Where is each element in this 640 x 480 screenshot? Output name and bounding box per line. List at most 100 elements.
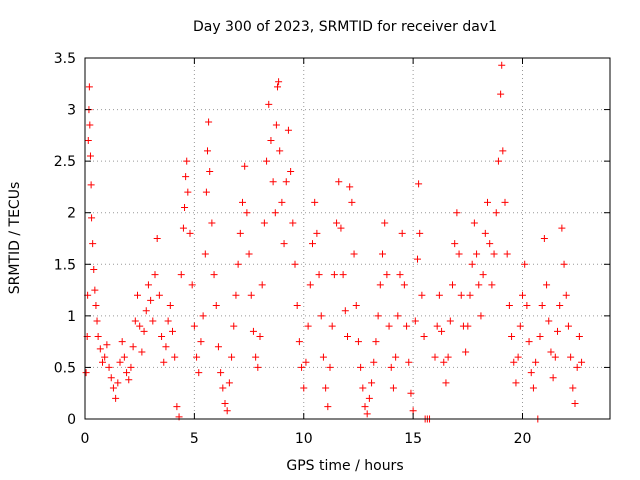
data-point xyxy=(523,302,531,310)
data-point xyxy=(225,379,233,387)
data-point xyxy=(181,204,189,212)
data-point xyxy=(138,348,146,356)
data-point xyxy=(217,369,225,377)
data-point xyxy=(85,83,93,91)
data-point xyxy=(337,224,345,232)
data-point xyxy=(282,178,290,186)
data-point xyxy=(247,291,255,299)
data-point xyxy=(183,157,191,165)
data-point xyxy=(293,302,301,310)
data-point xyxy=(256,332,264,340)
data-point xyxy=(368,379,376,387)
data-point xyxy=(300,384,308,392)
data-point xyxy=(91,286,99,294)
data-point xyxy=(322,384,330,392)
data-point xyxy=(210,271,218,279)
data-point xyxy=(271,209,279,217)
data-point xyxy=(88,214,96,222)
data-point xyxy=(527,369,535,377)
data-point xyxy=(394,312,402,320)
data-point xyxy=(440,358,448,366)
data-point xyxy=(208,219,216,227)
data-point xyxy=(416,229,424,237)
data-point xyxy=(357,363,365,371)
data-point xyxy=(477,312,485,320)
data-point xyxy=(519,291,526,299)
data-point xyxy=(387,363,395,371)
data-point xyxy=(488,281,496,289)
data-point xyxy=(486,240,494,248)
data-point xyxy=(501,198,509,206)
data-point xyxy=(324,403,332,411)
y-tick-label: 0 xyxy=(67,412,76,428)
data-point xyxy=(464,322,472,330)
data-point xyxy=(521,260,529,268)
data-point xyxy=(315,271,323,279)
data-point xyxy=(433,322,441,330)
data-point xyxy=(306,281,314,289)
data-point xyxy=(245,250,253,258)
data-point xyxy=(267,137,275,145)
data-point xyxy=(398,229,406,237)
data-point xyxy=(451,240,459,248)
data-point xyxy=(230,322,238,330)
data-point xyxy=(569,384,577,392)
data-point xyxy=(276,147,284,155)
data-point xyxy=(195,369,203,377)
data-point xyxy=(311,198,319,206)
data-point xyxy=(263,157,271,165)
data-point xyxy=(84,137,92,145)
data-point xyxy=(532,358,540,366)
data-point xyxy=(118,338,126,346)
data-point xyxy=(442,379,450,387)
data-point xyxy=(558,224,566,232)
data-point xyxy=(96,345,104,353)
data-point xyxy=(109,384,117,392)
data-point xyxy=(120,353,128,361)
data-point xyxy=(99,358,106,366)
data-point xyxy=(435,291,443,299)
data-point xyxy=(575,332,583,340)
data-point xyxy=(379,250,386,258)
data-point xyxy=(381,219,389,227)
data-point xyxy=(241,162,249,170)
data-point xyxy=(284,126,292,134)
data-point xyxy=(525,338,533,346)
data-point xyxy=(562,291,570,299)
data-point xyxy=(136,322,144,330)
data-point xyxy=(184,188,192,196)
data-point xyxy=(363,410,371,418)
data-point xyxy=(361,403,369,411)
data-point xyxy=(90,265,98,273)
data-point xyxy=(529,384,537,392)
data-point xyxy=(280,240,288,248)
data-point xyxy=(82,369,90,377)
data-point xyxy=(142,307,150,315)
data-point xyxy=(376,281,384,289)
data-point xyxy=(107,374,115,382)
data-point xyxy=(105,363,113,371)
data-point xyxy=(204,147,211,155)
data-point xyxy=(243,209,251,217)
data-point xyxy=(177,271,185,279)
chart-title: Day 300 of 2023, SRMTID for receiver dav… xyxy=(193,19,497,35)
data-point xyxy=(114,379,122,387)
x-axis-label: GPS time / hours xyxy=(286,458,403,474)
data-point xyxy=(405,358,413,366)
data-point xyxy=(350,250,358,258)
data-point xyxy=(547,348,555,356)
data-point xyxy=(149,317,157,325)
data-point xyxy=(153,235,161,242)
data-point xyxy=(516,322,524,330)
data-point xyxy=(372,338,380,346)
data-point xyxy=(214,343,222,351)
data-point xyxy=(418,291,426,299)
data-point xyxy=(498,61,506,69)
data-point xyxy=(232,291,240,299)
data-point xyxy=(543,281,551,289)
data-point xyxy=(403,322,411,330)
data-point xyxy=(549,374,557,382)
data-point xyxy=(129,343,137,351)
data-point xyxy=(155,291,163,299)
data-point xyxy=(274,83,281,91)
